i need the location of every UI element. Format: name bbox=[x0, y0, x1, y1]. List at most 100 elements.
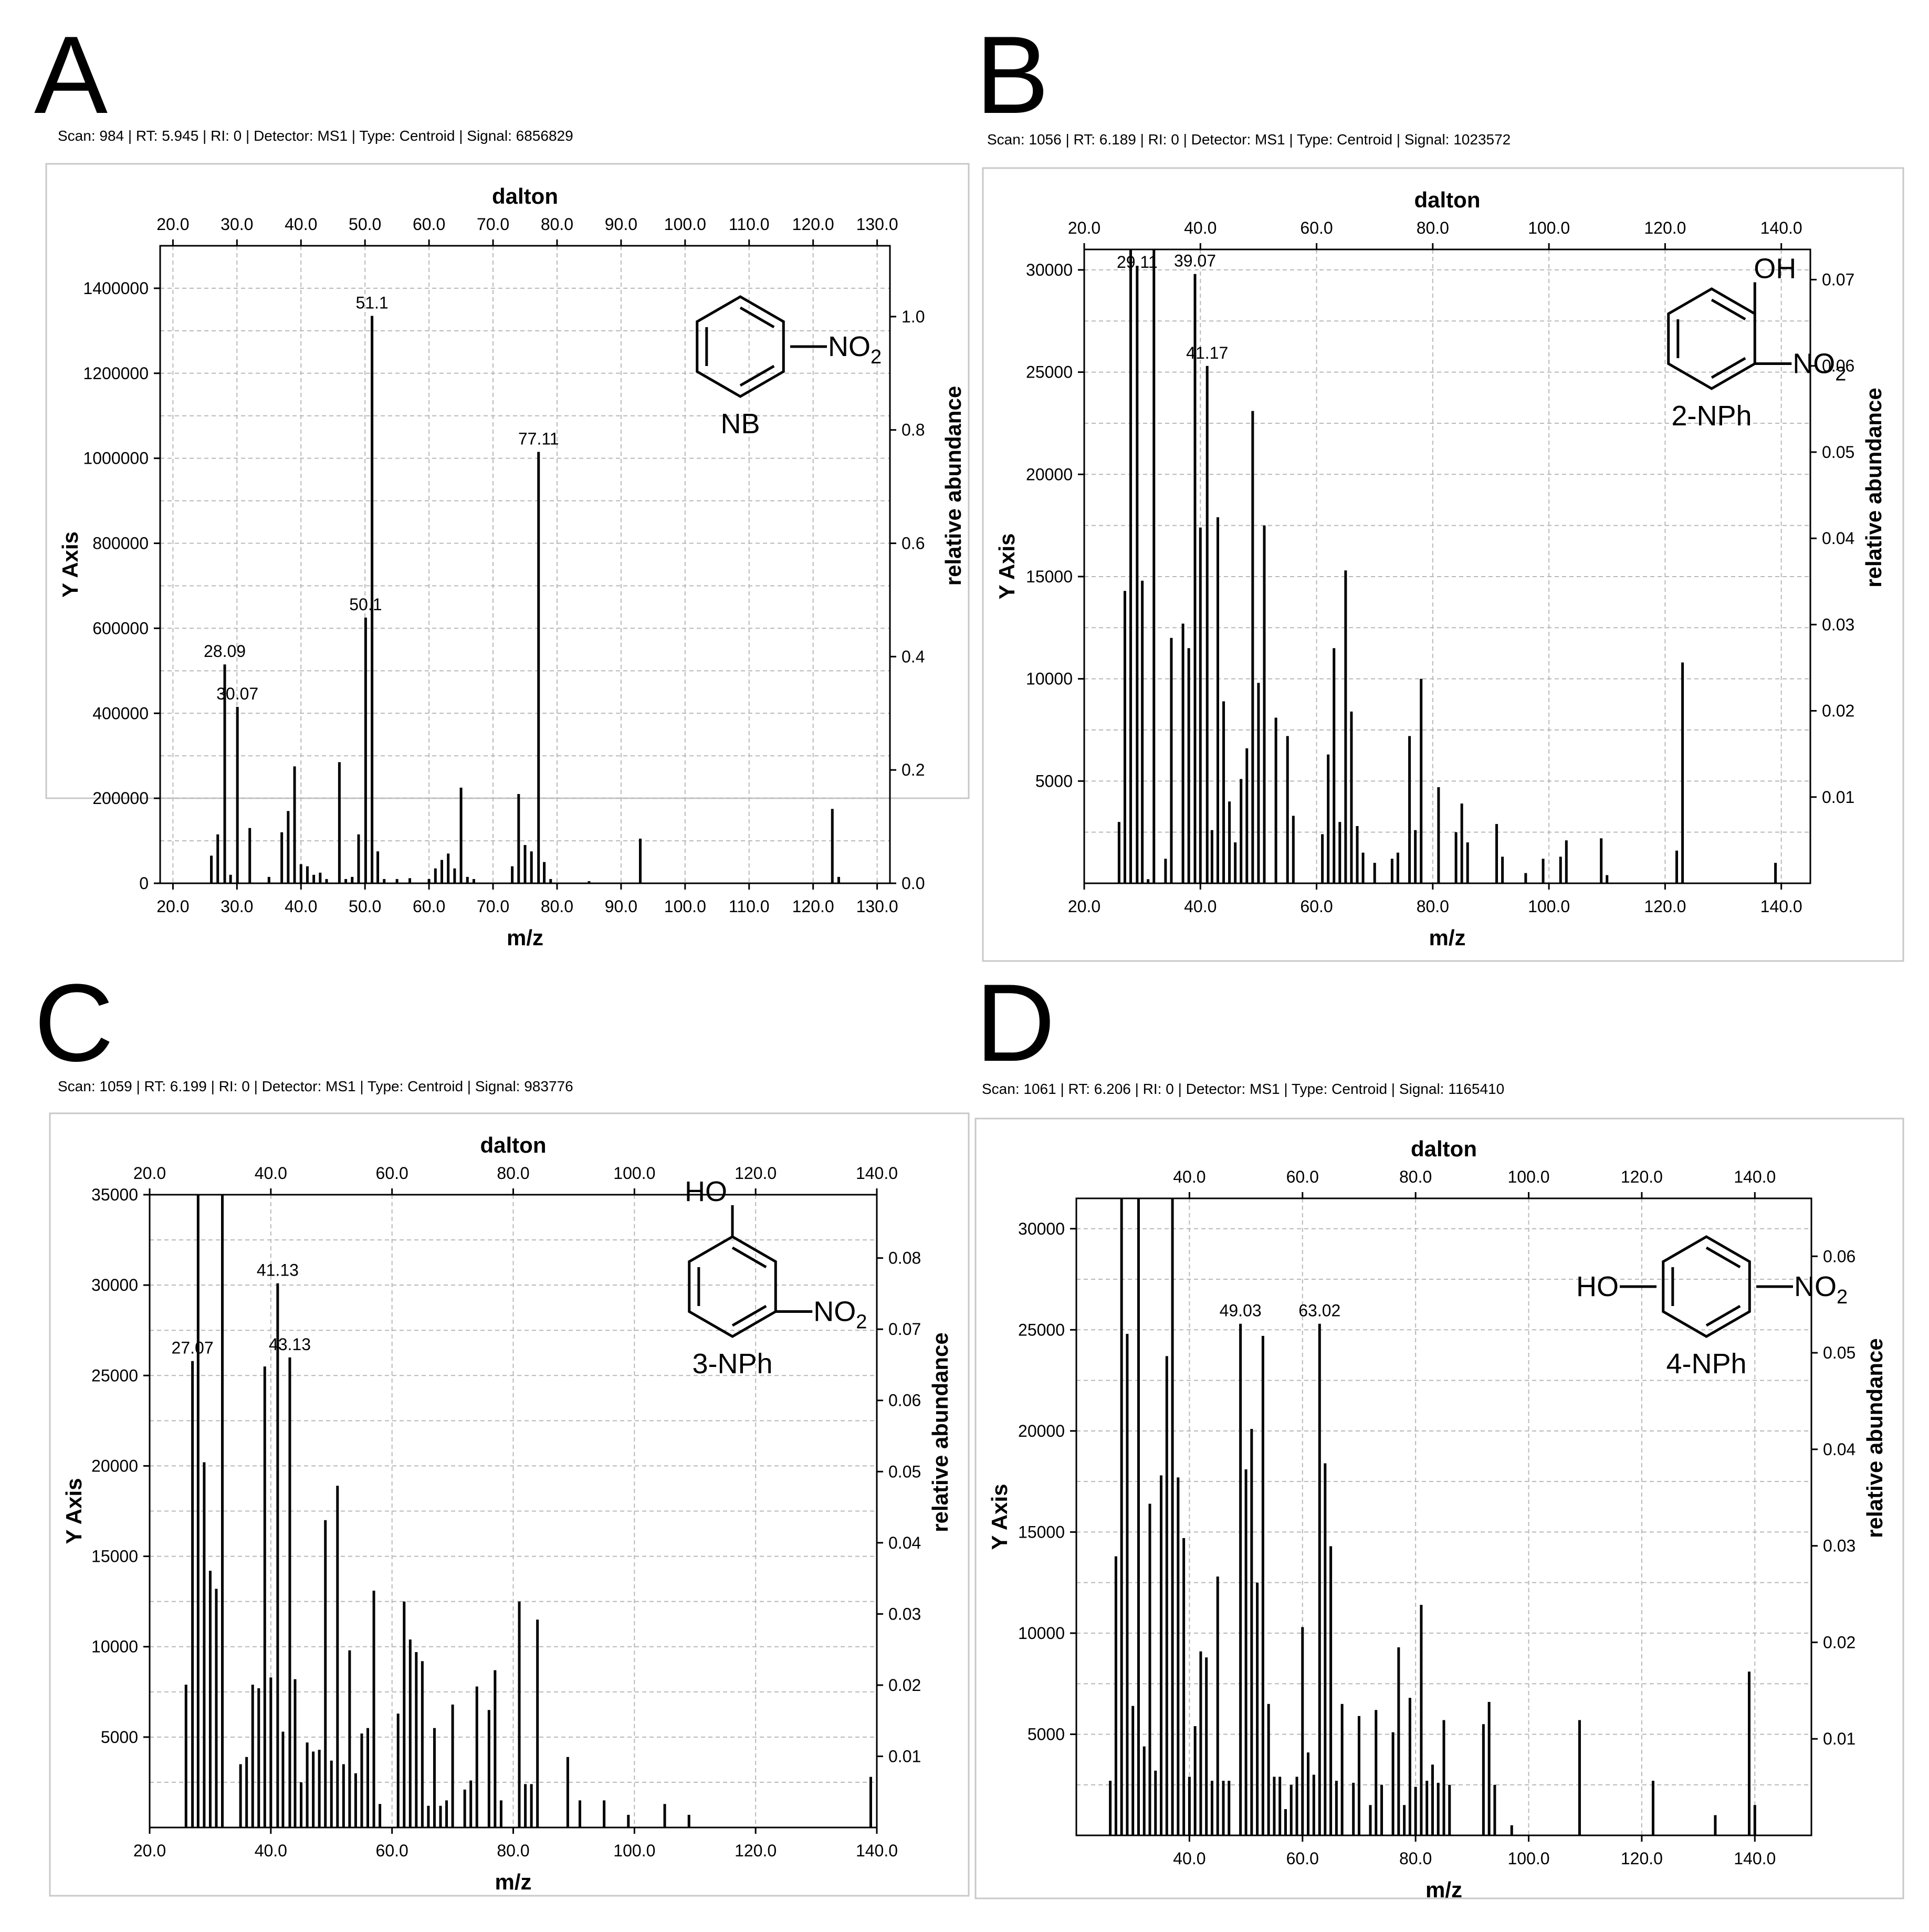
x-top-tick-label: 60.0 bbox=[376, 1164, 408, 1183]
x-tick-label: 90.0 bbox=[605, 897, 637, 916]
compound-label-1: 2-NPh bbox=[1671, 400, 1752, 432]
x-top-tick-label: 30.0 bbox=[221, 215, 253, 234]
x-tick-label: 140.0 bbox=[856, 1841, 898, 1860]
x-top-tick-label: 80.0 bbox=[1399, 1167, 1432, 1186]
y2-tick-label: 0.03 bbox=[888, 1604, 921, 1623]
x-axis-title: m/z bbox=[1425, 1877, 1462, 1902]
peak-label: 30.07 bbox=[216, 684, 258, 703]
y-axis-title: Y Axis bbox=[987, 1484, 1012, 1550]
x-top-tick-label: 110.0 bbox=[729, 215, 770, 234]
x-top-tick-label: 120.0 bbox=[735, 1164, 777, 1183]
x-top-tick-label: 20.0 bbox=[1068, 218, 1100, 237]
ring-double-bond-3-2 bbox=[1705, 1246, 1741, 1269]
scan-header: Scan: 1059 | RT: 6.199 | RI: 0 | Detecto… bbox=[58, 1078, 573, 1094]
peak-label: 51.1 bbox=[355, 294, 388, 312]
y-tick-label: 15000 bbox=[91, 1547, 138, 1566]
x-tick-label: 100.0 bbox=[613, 1841, 655, 1860]
y2-tick-label: 0.0 bbox=[901, 874, 925, 893]
plot-frame bbox=[1083, 248, 1811, 884]
peak-label: 41.17 bbox=[1186, 343, 1228, 362]
x-tick-label: 40.0 bbox=[255, 1841, 287, 1860]
x-tick-label: 120.0 bbox=[1644, 897, 1686, 916]
nitro-label-3: NO2 bbox=[1794, 1271, 1848, 1308]
x-top-tick-label: 100.0 bbox=[1528, 218, 1570, 237]
ring-double-bond-2-2 bbox=[731, 1246, 767, 1269]
x-tick-label: 140.0 bbox=[1734, 1849, 1776, 1868]
y2-tick-label: 0.4 bbox=[901, 647, 925, 666]
x-top-tick-label: 50.0 bbox=[349, 215, 381, 234]
y-tick-label: 1200000 bbox=[83, 364, 149, 383]
x-top-tick-label: 100.0 bbox=[664, 215, 706, 234]
x-tick-label: 130.0 bbox=[856, 897, 898, 916]
x-axis-title: m/z bbox=[507, 925, 543, 950]
y2-tick-label: 0.03 bbox=[1823, 1537, 1855, 1555]
x-tick-label: 110.0 bbox=[729, 897, 770, 916]
y-tick-label: 20000 bbox=[91, 1456, 138, 1475]
peak-label: 49.03 bbox=[1220, 1301, 1262, 1320]
y2-axis-title: relative abundance bbox=[941, 386, 966, 586]
y-axis-title: Y Axis bbox=[994, 533, 1019, 599]
x-tick-label: 60.0 bbox=[1286, 1849, 1319, 1868]
y-tick-label: 30000 bbox=[1026, 260, 1073, 279]
peak-label: 41.13 bbox=[257, 1261, 299, 1280]
x-top-tick-label: 60.0 bbox=[1286, 1167, 1319, 1186]
x-top-tick-label: 130.0 bbox=[856, 215, 898, 234]
x-top-tick-label: 140.0 bbox=[856, 1164, 898, 1183]
benzene-ring-2 bbox=[688, 1235, 777, 1338]
y2-tick-label: 0.8 bbox=[901, 421, 925, 440]
y-tick-label: 30000 bbox=[1018, 1219, 1065, 1238]
panel-letter: D bbox=[976, 961, 1055, 1084]
y-tick-label: 15000 bbox=[1026, 567, 1073, 586]
scan-header: Scan: 1061 | RT: 6.206 | RI: 0 | Detecto… bbox=[982, 1081, 1504, 1097]
x-tick-label: 140.0 bbox=[1760, 897, 1802, 916]
chart-outer-box bbox=[45, 163, 970, 799]
nitro-label-2: NO2 bbox=[813, 1296, 867, 1333]
x-top-tick-label: 40.0 bbox=[255, 1164, 287, 1183]
panel-letter: C bbox=[34, 961, 114, 1084]
y2-tick-label: 0.02 bbox=[1823, 1633, 1855, 1652]
y2-tick-label: 0.05 bbox=[1823, 1343, 1855, 1362]
x-tick-label: 80.0 bbox=[497, 1841, 529, 1860]
panel-letter: A bbox=[34, 13, 108, 137]
x-tick-label: 60.0 bbox=[376, 1841, 408, 1860]
y-tick-label: 20000 bbox=[1026, 465, 1073, 484]
x-top-tick-label: 120.0 bbox=[1621, 1167, 1663, 1186]
y-tick-label: 35000 bbox=[91, 1185, 138, 1204]
scan-header: Scan: 984 | RT: 5.945 | RI: 0 | Detector… bbox=[58, 128, 573, 144]
y-tick-label: 800000 bbox=[92, 534, 149, 553]
hydroxy-label-1: OH bbox=[1754, 253, 1796, 285]
y-tick-label: 25000 bbox=[1018, 1320, 1065, 1339]
y2-tick-label: 0.01 bbox=[1823, 1729, 1855, 1748]
x-axis-title: m/z bbox=[495, 1870, 531, 1894]
x-top-tick-label: 40.0 bbox=[1173, 1167, 1205, 1186]
y2-tick-label: 0.03 bbox=[1822, 615, 1854, 634]
benzene-ring-1 bbox=[1667, 287, 1756, 390]
y2-tick-label: 0.07 bbox=[1822, 270, 1854, 289]
peak-label: 39.07 bbox=[1174, 252, 1216, 270]
y-tick-label: 200000 bbox=[92, 789, 149, 808]
y-tick-label: 5000 bbox=[1035, 771, 1073, 790]
x-tick-label: 80.0 bbox=[1399, 1849, 1432, 1868]
x-tick-label: 120.0 bbox=[735, 1841, 777, 1860]
x-top-tick-label: 120.0 bbox=[792, 215, 834, 234]
x-tick-label: 40.0 bbox=[1184, 897, 1217, 916]
y-tick-label: 30000 bbox=[91, 1276, 138, 1294]
nitro-label-0: NO2 bbox=[828, 331, 882, 368]
top-axis-title: dalton bbox=[480, 1133, 547, 1157]
scan-header: Scan: 1056 | RT: 6.189 | RI: 0 | Detecto… bbox=[987, 131, 1511, 148]
hydroxy-label-2: HO bbox=[685, 1176, 727, 1207]
peak-label: 50.1 bbox=[349, 595, 382, 614]
y-tick-label: 5000 bbox=[1028, 1725, 1065, 1743]
y-tick-label: 15000 bbox=[1018, 1522, 1065, 1541]
compound-label-2: 3-NPh bbox=[692, 1348, 772, 1380]
ring-double-bond-0-0 bbox=[739, 364, 775, 387]
x-top-tick-label: 40.0 bbox=[1184, 218, 1217, 237]
x-top-tick-label: 140.0 bbox=[1734, 1167, 1776, 1186]
x-tick-label: 80.0 bbox=[1417, 897, 1449, 916]
peak-label: 28.09 bbox=[204, 642, 246, 661]
chart-outer-box bbox=[49, 1112, 970, 1897]
y2-tick-label: 0.01 bbox=[1822, 788, 1854, 807]
x-top-tick-label: 120.0 bbox=[1644, 218, 1686, 237]
